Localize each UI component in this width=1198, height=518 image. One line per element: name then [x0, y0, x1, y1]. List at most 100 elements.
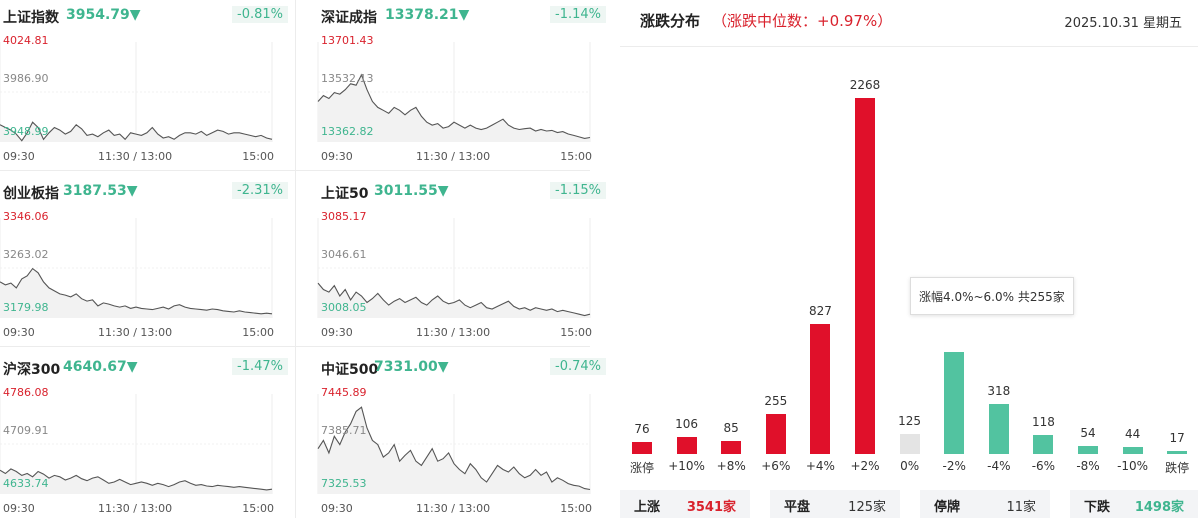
price-line — [317, 73, 591, 139]
distribution-median: （涨跌中位数：+0.97%） — [712, 12, 893, 30]
bar-category-label: 涨停 — [629, 461, 654, 475]
time-start-label: 09:30 — [321, 150, 353, 163]
low-label: 3948.99 — [3, 125, 49, 138]
time-end-label: 15:00 — [242, 502, 274, 515]
index-name: 创业板指 — [3, 186, 59, 202]
summary-label: 停牌 — [934, 500, 961, 515]
distribution-bar[interactable] — [632, 442, 652, 454]
index-name: 中证500 — [321, 362, 379, 378]
mid-label: 3986.90 — [3, 72, 49, 85]
index-price: 7331.00▼ — [374, 359, 449, 375]
index-panel[interactable]: 沪深300 4640.67▼ -1.47% 4786.08 4709.91 4633.74… — [0, 352, 292, 518]
price-line — [0, 121, 273, 142]
distribution-bar[interactable] — [899, 434, 920, 454]
price-area — [0, 468, 272, 494]
summary-label: 下跌 — [1084, 500, 1111, 515]
time-mid-label: 11:30 / 13:00 — [416, 326, 491, 339]
time-end-label: 15:00 — [560, 326, 592, 339]
index-change-badge: -1.15% — [550, 182, 606, 199]
summary-box: 上涨 3541家 — [620, 490, 750, 518]
distribution-bar[interactable] — [810, 324, 831, 454]
bar-value-label: 118 — [1031, 415, 1055, 430]
time-start-label: 09:30 — [3, 326, 35, 339]
intraday-chart — [317, 394, 591, 494]
summary-label: 上涨 — [634, 500, 661, 515]
intraday-chart — [0, 218, 273, 318]
intraday-chart — [0, 394, 273, 494]
bar-category-label: -8% — [1076, 459, 1100, 473]
distribution-bar[interactable] — [765, 413, 786, 454]
index-change-badge: -1.47% — [232, 358, 288, 375]
high-label: 4024.81 — [3, 34, 49, 47]
price-area — [0, 268, 272, 318]
time-end-label: 15:00 — [560, 150, 592, 163]
low-label: 7325.53 — [321, 477, 367, 490]
summary-value: 125家 — [848, 500, 886, 515]
distribution-bar[interactable] — [1167, 451, 1188, 454]
time-end-label: 15:00 — [242, 326, 274, 339]
price-area — [318, 407, 590, 494]
summary-box: 停牌 11家 — [920, 490, 1050, 518]
low-label: 3008.05 — [321, 301, 367, 314]
distribution-bar[interactable] — [721, 440, 742, 454]
time-start-label: 09:30 — [3, 150, 35, 163]
price-line — [0, 468, 273, 491]
distribution-bar[interactable] — [988, 404, 1009, 454]
time-start-label: 09:30 — [321, 502, 353, 515]
column-divider — [295, 0, 296, 518]
intraday-chart — [317, 42, 591, 142]
high-label: 7445.89 — [321, 386, 367, 399]
high-label: 3346.06 — [3, 210, 49, 223]
price-line — [317, 406, 591, 491]
summary-label: 平盘 — [784, 500, 811, 515]
mid-label: 3263.02 — [3, 248, 49, 261]
mid-label: 7385.71 — [321, 424, 367, 437]
time-start-label: 09:30 — [3, 502, 35, 515]
summary-box: 下跌 1498家 — [1070, 490, 1198, 518]
mid-label: 4709.91 — [3, 424, 49, 437]
bar-category-label: -4% — [987, 459, 1011, 473]
index-price: 3954.79▼ — [66, 7, 141, 23]
bar-category-label: +8% — [716, 459, 746, 473]
index-change-badge: -0.74% — [550, 358, 606, 375]
distribution-title: 涨跌分布 — [640, 12, 701, 30]
distribution-bar[interactable] — [1078, 445, 1098, 454]
price-line — [0, 267, 273, 315]
distribution-bar[interactable] — [676, 437, 697, 454]
index-panel[interactable]: 上证50 3011.55▼ -1.15% 3085.17 3046.61 3008.05 0… — [317, 176, 610, 346]
time-mid-label: 11:30 / 13:00 — [98, 502, 173, 515]
distribution-bar[interactable] — [855, 98, 875, 454]
bar-value-label: 76 — [634, 422, 650, 437]
index-name: 上证50 — [321, 186, 369, 202]
summary-value: 1498家 — [1134, 500, 1184, 515]
index-name: 上证指数 — [3, 10, 59, 26]
bar-value-label: 2268 — [849, 78, 881, 92]
low-label: 3179.98 — [3, 301, 49, 314]
intraday-chart — [0, 42, 273, 142]
bar-value-label: 106 — [675, 417, 699, 432]
high-label: 13701.43 — [321, 34, 374, 47]
summary-value: 3541家 — [686, 500, 736, 515]
distribution-bar[interactable] — [1033, 435, 1054, 454]
distribution-bar[interactable] — [1122, 447, 1143, 454]
bar-category-label: +4% — [805, 459, 835, 473]
index-change-badge: -1.14% — [550, 6, 606, 23]
index-price: 4640.67▼ — [63, 359, 138, 375]
price-area — [0, 122, 272, 142]
high-label: 4786.08 — [3, 386, 49, 399]
mid-label: 3046.61 — [321, 248, 367, 261]
index-panel[interactable]: 上证指数 3954.79▼ -0.81% 4024.81 3986.90 3948.99 0… — [0, 0, 292, 170]
bar-value-label: 54 — [1080, 425, 1096, 440]
low-label: 13362.82 — [321, 125, 374, 138]
time-mid-label: 11:30 / 13:00 — [98, 150, 173, 163]
bar-value-label: 827 — [808, 304, 832, 319]
time-end-label: 15:00 — [242, 150, 274, 163]
time-mid-label: 11:30 / 13:00 — [416, 150, 491, 163]
intraday-chart — [317, 218, 591, 318]
distribution-bar[interactable] — [944, 352, 965, 454]
index-panel[interactable]: 创业板指 3187.53▼ -2.31% 3346.06 3263.02 3179.98 0… — [0, 176, 292, 346]
index-panel[interactable]: 深证成指 13378.21▼ -1.14% 13701.43 13532.13 13362… — [317, 0, 610, 170]
index-panel[interactable]: 中证500 7331.00▼ -0.74% 7445.89 7385.71 7325.53… — [317, 352, 610, 518]
bar-category-label: -6% — [1031, 459, 1056, 473]
bar-category-label: 0% — [900, 459, 920, 473]
